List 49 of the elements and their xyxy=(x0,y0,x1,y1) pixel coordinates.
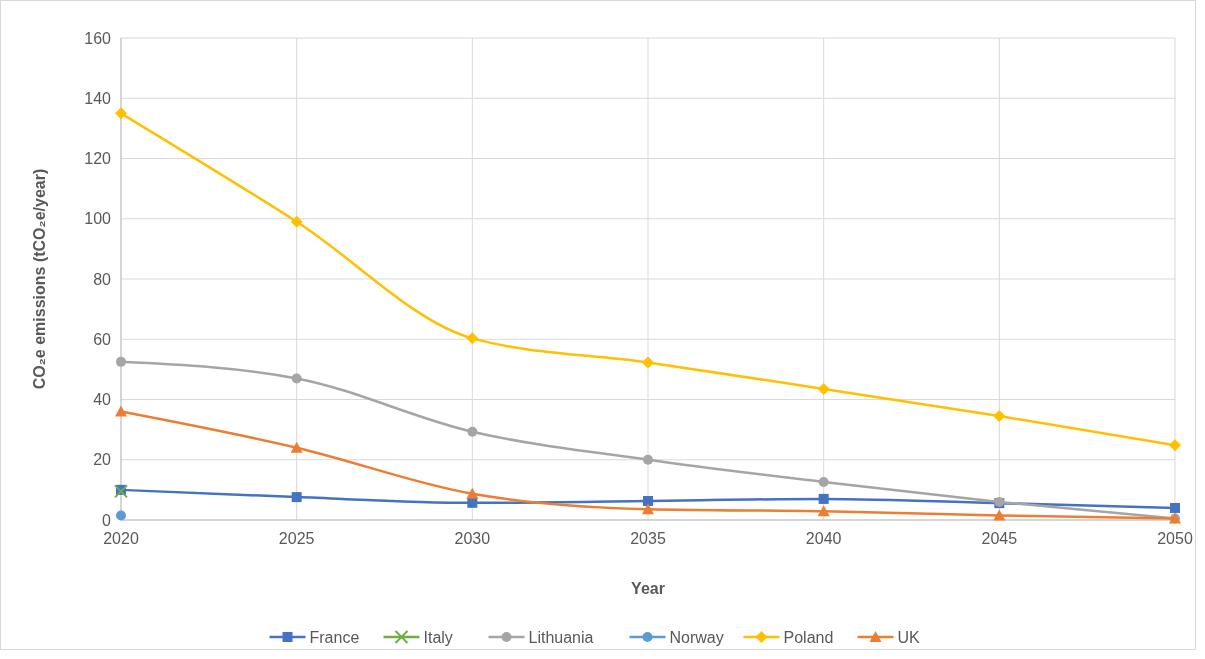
y-tick-label: 160 xyxy=(84,29,112,47)
y-tick-label: 0 xyxy=(102,511,112,529)
point xyxy=(116,510,126,521)
point xyxy=(643,496,653,507)
point xyxy=(466,332,479,345)
legend-label: Lithuania xyxy=(528,628,594,646)
legend-label: France xyxy=(309,628,360,646)
point xyxy=(642,503,654,515)
point xyxy=(818,493,829,504)
point xyxy=(817,382,830,395)
legend-label: UK xyxy=(897,628,921,646)
point xyxy=(466,487,479,499)
y-tick-label: 60 xyxy=(93,330,112,348)
x-tick-label: 2030 xyxy=(454,530,491,547)
point xyxy=(643,454,653,465)
x-tick-label: 2040 xyxy=(805,530,842,547)
point xyxy=(817,505,830,517)
point xyxy=(114,484,128,499)
point xyxy=(116,356,126,367)
point xyxy=(467,426,478,437)
point xyxy=(115,107,127,120)
point xyxy=(993,410,1006,423)
y-tick-label: 140 xyxy=(84,89,112,107)
y-tick-label: 120 xyxy=(84,150,112,168)
x-tick-label: 2020 xyxy=(103,530,139,547)
point xyxy=(115,405,127,417)
y-tick-label: 100 xyxy=(84,210,112,228)
point xyxy=(291,492,302,503)
legend-label: Poland xyxy=(783,628,834,646)
point xyxy=(290,441,303,453)
legend-label: Norway xyxy=(669,628,724,646)
x-tick-label: 2025 xyxy=(278,530,315,547)
point xyxy=(467,497,478,508)
point xyxy=(291,373,302,384)
point xyxy=(1169,439,1181,452)
point xyxy=(993,509,1006,521)
legend-label: Italy xyxy=(423,628,453,646)
x-axis-title: Year xyxy=(631,580,665,597)
x-tick-label: 2035 xyxy=(630,530,666,547)
y-tick-label: 40 xyxy=(93,391,112,409)
point xyxy=(818,477,829,488)
y-tick-label: 20 xyxy=(93,451,112,469)
y-tick-label: 80 xyxy=(93,270,112,288)
point xyxy=(290,215,303,228)
point xyxy=(1170,502,1180,513)
x-tick-label: 2050 xyxy=(1157,530,1193,547)
x-tick-label: 2045 xyxy=(981,530,1018,547)
point xyxy=(642,356,654,369)
y-axis-title: CO₂e emissions (tCO₂e/year) xyxy=(31,168,48,390)
